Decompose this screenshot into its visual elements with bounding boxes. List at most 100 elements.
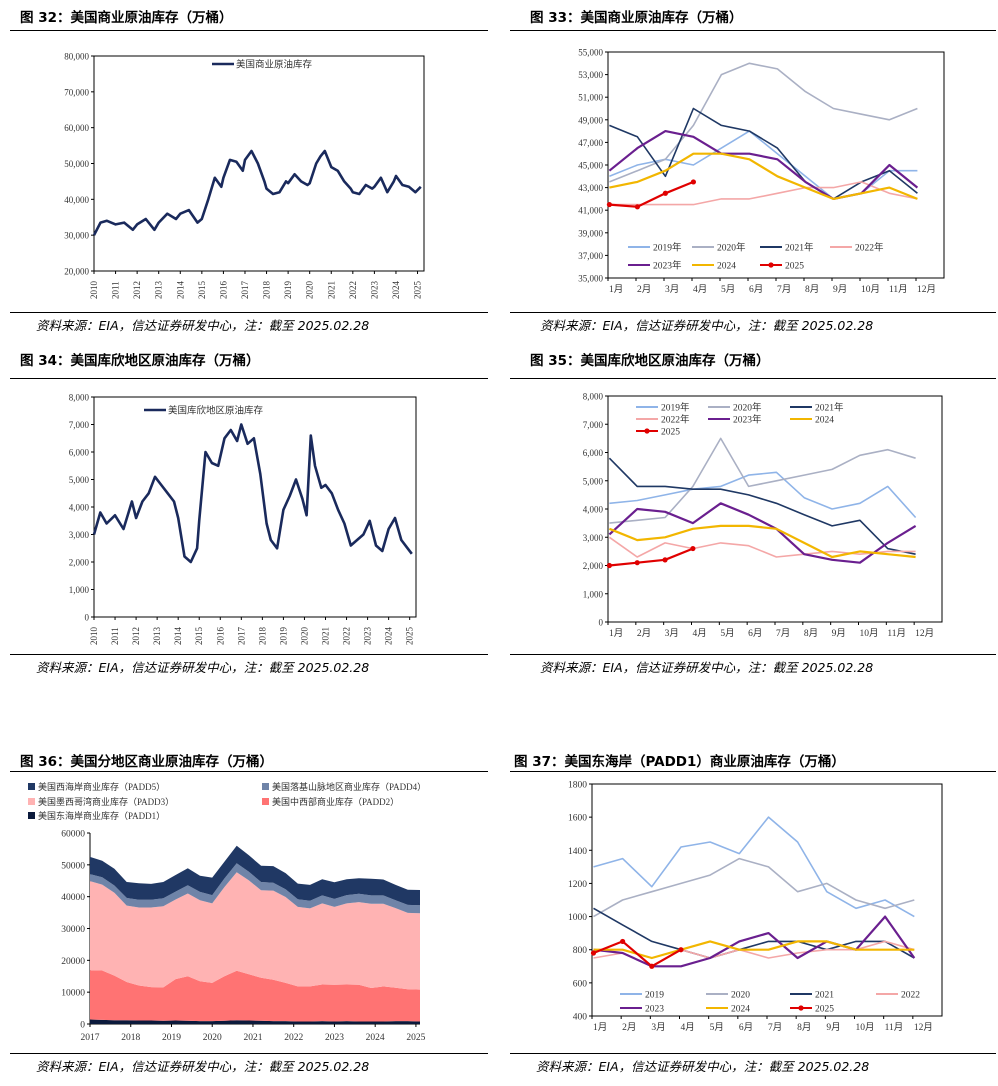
y-tick-label: 39,000	[578, 228, 603, 238]
figure-36-rule-bottom	[10, 1053, 488, 1054]
legend-swatch	[262, 798, 269, 805]
legend-label: 2020年	[733, 402, 762, 414]
x-tick-label: 2015	[194, 627, 204, 646]
figure-32-source: 资料来源：EIA，信达证券研发中心，注：截至 2025.02.28	[36, 318, 370, 333]
x-tick-label: 10月	[856, 1022, 875, 1033]
legend-label: 2021	[815, 991, 834, 1001]
x-tick-label: 2024	[391, 281, 401, 300]
legend-label: 2025	[785, 262, 804, 272]
series-line-2021年	[608, 457, 916, 555]
x-tick-label: 2021	[326, 281, 336, 299]
y-tick-label: 8,000	[583, 392, 604, 402]
figure-34-rule-bottom	[10, 654, 488, 655]
y-tick-label: 4,000	[583, 505, 604, 515]
x-tick-label: 2024	[384, 627, 394, 646]
area-padd3	[90, 872, 420, 990]
series-line-2019年	[609, 471, 917, 519]
x-tick-label: 12月	[917, 284, 936, 295]
plot-frame	[93, 396, 417, 618]
x-tick-label: 2019	[162, 1033, 181, 1043]
legend-swatch	[262, 783, 269, 790]
figure-32-rule	[10, 30, 488, 31]
figure-34-rule	[10, 378, 488, 379]
figure-36-chart: 0 10000 20000 30000 40000 50000 60000 2017 2018 2…	[28, 781, 426, 1043]
legend-label: 2019年	[653, 242, 682, 254]
series-line-2019	[593, 816, 915, 918]
legend-label: 美国库欣地区原油库存	[168, 405, 264, 417]
legend-label: 2019	[645, 991, 664, 1001]
x-tick-label: 5月	[710, 1022, 724, 1033]
y-tick-label: 1600	[568, 814, 587, 824]
y-tick-label: 20,000	[64, 267, 89, 277]
y-tick-label: 5,000	[69, 475, 90, 485]
x-tick-label: 2023	[363, 627, 373, 646]
y-tick-label: 0	[599, 618, 604, 628]
x-tick-label: 5月	[721, 284, 735, 295]
y-tick-label: 70,000	[64, 87, 89, 97]
legend-label: 美国东海岸商业库存（PADD1）	[38, 810, 165, 821]
x-tick-label: 1月	[609, 628, 623, 639]
figure-33-chart: 35,000 37,000 39,000 41,000 43,000 45,000 47,0…	[578, 48, 945, 295]
marker-2025	[590, 950, 597, 956]
x-tick-label: 2011	[111, 281, 121, 299]
legend-label: 2022	[901, 991, 920, 1001]
marker-2025	[634, 204, 640, 210]
y-tick-label: 7,000	[69, 420, 90, 430]
legend-label: 2023年	[733, 414, 762, 426]
x-tick-label: 2月	[637, 284, 651, 295]
x-tick-label: 2018	[262, 281, 272, 300]
series-line-2023年	[608, 130, 919, 200]
y-tick-label: 40000	[61, 893, 85, 903]
figure-32-rule-bottom	[10, 312, 488, 313]
x-tick-label: 2019	[278, 627, 288, 646]
x-tick-label: 2022	[348, 281, 358, 299]
y-tick-label: 80,000	[64, 52, 89, 62]
x-tick-label: 2016	[215, 627, 225, 646]
legend-marker	[768, 262, 774, 268]
series-line-2024	[608, 524, 916, 559]
y-tick-label: 7,000	[583, 420, 604, 430]
figure-33-title: 图 33：美国商业原油库存（万桶）	[530, 10, 743, 26]
figure-35-title: 图 35：美国库欣地区原油库存（万桶）	[530, 353, 770, 369]
x-tick-label: 2021	[243, 1033, 262, 1043]
y-tick-label: 60000	[61, 830, 85, 840]
x-tick-label: 2016	[218, 281, 228, 300]
marker-2025	[606, 201, 612, 208]
x-tick-label: 2011	[110, 627, 120, 645]
series-line	[92, 423, 413, 564]
legend-label: 美国西海岸商业库存（PADD5）	[38, 781, 165, 792]
x-tick-label: 6月	[749, 284, 763, 295]
legend-label: 2020	[731, 991, 750, 1001]
x-tick-label: 2月	[622, 1022, 636, 1033]
y-tick-label: 0	[85, 613, 90, 623]
x-tick-label: 2014	[173, 627, 183, 646]
x-tick-label: 1月	[609, 284, 623, 295]
x-tick-label: 6月	[739, 1022, 753, 1033]
x-tick-label: 2023	[369, 281, 379, 300]
series-line-2024	[609, 152, 918, 200]
y-tick-label: 6,000	[583, 448, 604, 458]
series-line-2025	[609, 547, 694, 567]
x-tick-label: 2020	[203, 1033, 222, 1043]
y-tick-label: 1000	[568, 913, 587, 923]
x-tick-label: 8月	[797, 1022, 811, 1033]
x-tick-label: 11月	[889, 284, 908, 295]
legend-label: 2022年	[855, 242, 884, 254]
x-tick-label: 2025	[413, 281, 423, 300]
figure-36-source: 资料来源：EIA，信达证券研发中心，注：截至 2025.02.28	[36, 1059, 370, 1074]
legend-marker	[798, 1005, 804, 1011]
x-tick-label: 12月	[914, 1022, 933, 1033]
y-tick-label: 49,000	[578, 115, 603, 125]
series-line-2019年	[609, 130, 918, 200]
marker-2025	[634, 560, 640, 566]
series-line-2023	[593, 915, 916, 968]
y-tick-label: 3,000	[69, 530, 90, 540]
legend-label: 2019年	[661, 402, 690, 414]
plot-frame	[607, 395, 943, 623]
series-line-2023年	[608, 502, 917, 564]
y-tick-label: 1,000	[583, 589, 604, 599]
y-tick-label: 53,000	[578, 70, 603, 80]
figure-33-rule	[510, 30, 996, 31]
x-tick-label: 4月	[693, 284, 707, 295]
series-line-2024	[593, 940, 915, 960]
